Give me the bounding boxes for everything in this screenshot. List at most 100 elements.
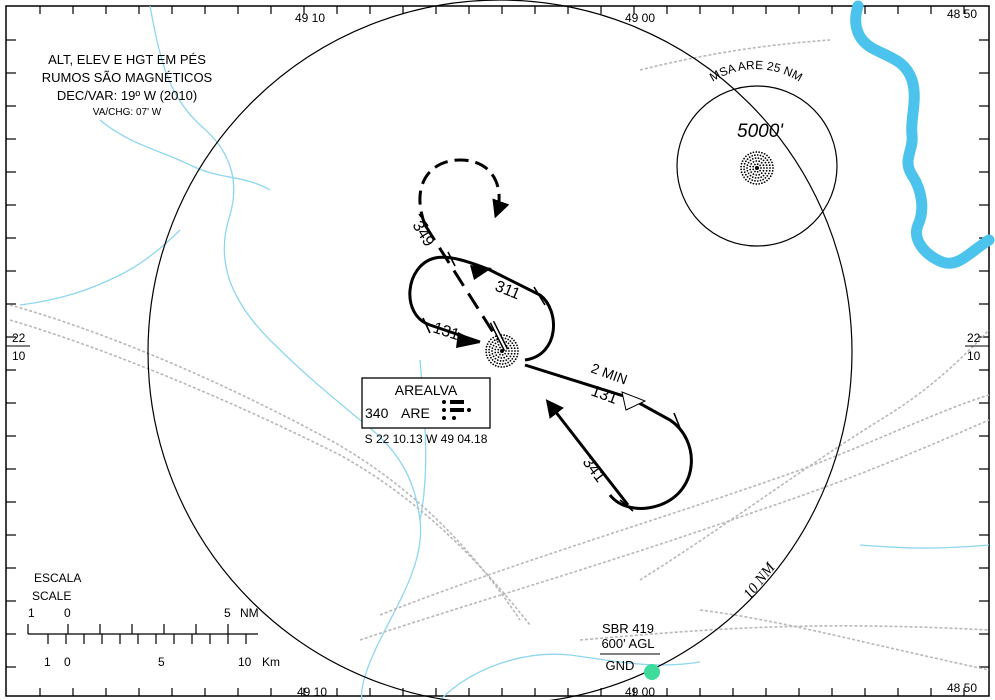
ndb-dot [762, 169, 765, 172]
ndb-dot [769, 175, 772, 178]
ndb-dot [771, 172, 773, 175]
ndb-dot [495, 354, 498, 356]
ndb-dot [758, 173, 761, 176]
km-label-10: 10 [238, 655, 252, 669]
ndb-dot [493, 339, 496, 342]
ndb-dot [488, 345, 491, 348]
navaid-coordinates: S 22 10.13 W 49 04.18 [365, 432, 488, 446]
ndb-dot [761, 182, 763, 185]
ndb-dot [754, 177, 757, 179]
ndb-dot [510, 347, 513, 350]
ndb-dot [740, 171, 743, 174]
top-lon-2: 49 00 [625, 11, 655, 25]
ndb-dot [749, 168, 752, 171]
ndb-dot [752, 182, 755, 185]
ndb-dot [499, 362, 501, 365]
ndb-dot [755, 151, 758, 153]
scale-title: ESCALA [34, 571, 81, 585]
ndb-dot [512, 344, 515, 347]
navaid-box: AREALVA 340 ARE S 22 10.13 W 49 04.18 [361, 377, 491, 446]
ndb-dot [752, 151, 755, 154]
hold-arrows [456, 265, 647, 411]
ndb-dot [497, 348, 500, 351]
msa-circle [676, 85, 838, 247]
ndb-dot [766, 159, 769, 162]
ndb-dot [516, 347, 519, 349]
left-lat-deg: 22 [12, 331, 26, 345]
ndb-dot [767, 161, 770, 164]
ndb-dot [490, 338, 492, 341]
ndb-dot [506, 334, 508, 337]
obstacle-marker [644, 664, 660, 680]
ndb-dot [760, 172, 763, 175]
ndb-dot [485, 348, 487, 351]
stream [19, 229, 181, 306]
ndb-dot [485, 351, 487, 354]
note-annual-change: VA/CHG: 07' W [93, 107, 162, 118]
ndb-dot [740, 168, 742, 171]
ndb-dot [488, 351, 490, 354]
ndb-dot [762, 178, 764, 181]
ndb-dot [747, 172, 750, 175]
ndb-dot [762, 174, 765, 177]
note-bearings: RUMOS SÃO MAGNÉTICOS [42, 70, 213, 85]
navaid-ident: ARE [401, 405, 430, 421]
bottom-lon-3: 48 50 [947, 681, 977, 695]
ndb-dot [745, 173, 747, 176]
ndb-dot [517, 350, 519, 352]
arrow-311 [470, 265, 492, 280]
arrow-131-north [456, 332, 480, 348]
ndb-dot [750, 163, 753, 165]
ndb-dot [771, 170, 774, 172]
ndb-dot [760, 161, 763, 164]
ndb-dot [509, 360, 512, 362]
ndb-dot [516, 353, 519, 355]
ndb-dot [490, 356, 492, 359]
ndb-dot [508, 336, 511, 338]
ndb-dot [485, 345, 488, 348]
ndb-dot [746, 167, 748, 169]
frame-ticks [6, 6, 989, 696]
obstacle-height: 600' AGL [601, 636, 654, 651]
ndb-dot [516, 355, 518, 358]
ndb-dot [499, 346, 501, 349]
ndb-dot [759, 169, 761, 172]
ndb-dot [509, 340, 512, 342]
entry-track-349 [423, 224, 500, 341]
ndb-dot [755, 174, 758, 176]
ndb-dot [514, 358, 517, 361]
ndb-dot [494, 351, 497, 354]
ndb-dot [757, 157, 760, 160]
south-hold [524, 363, 693, 510]
ndb-dot [492, 336, 495, 339]
ndb-dot [762, 164, 765, 167]
ndb-dot [767, 172, 770, 175]
ndb-dot [745, 178, 747, 181]
ndb-dot [756, 163, 759, 166]
ndb-dot [763, 181, 766, 184]
msa-title: MSA ARE 25 NM [707, 58, 805, 84]
ndb-dot [740, 162, 743, 165]
ndb-dot [755, 183, 758, 185]
arrow-outbound-south [621, 391, 647, 411]
ndb-dot [765, 164, 768, 167]
nm-label-1: 1 [28, 606, 35, 620]
top-lon-1: 49 10 [295, 11, 325, 25]
ndb-dot [746, 169, 749, 172]
ndb-dot [512, 355, 515, 358]
stream [99, 119, 271, 191]
ndb-dot [514, 350, 516, 352]
ndb-dot [761, 151, 763, 154]
ndb-dot [764, 177, 767, 179]
stream [859, 544, 990, 549]
ndb-dot [766, 179, 768, 182]
ndb-dot [485, 354, 488, 357]
ndb-dot [749, 159, 752, 162]
ndb-dot [496, 362, 499, 364]
ndb-dot [764, 157, 767, 160]
ndb-dot [503, 366, 505, 368]
ndb-dot [488, 354, 491, 357]
ndb-dot [494, 342, 497, 345]
scale-bar: ESCALA SCALE 1 0 5 NM 1 0 5 10 Km [27, 571, 280, 669]
ndb-dot [500, 349, 504, 353]
